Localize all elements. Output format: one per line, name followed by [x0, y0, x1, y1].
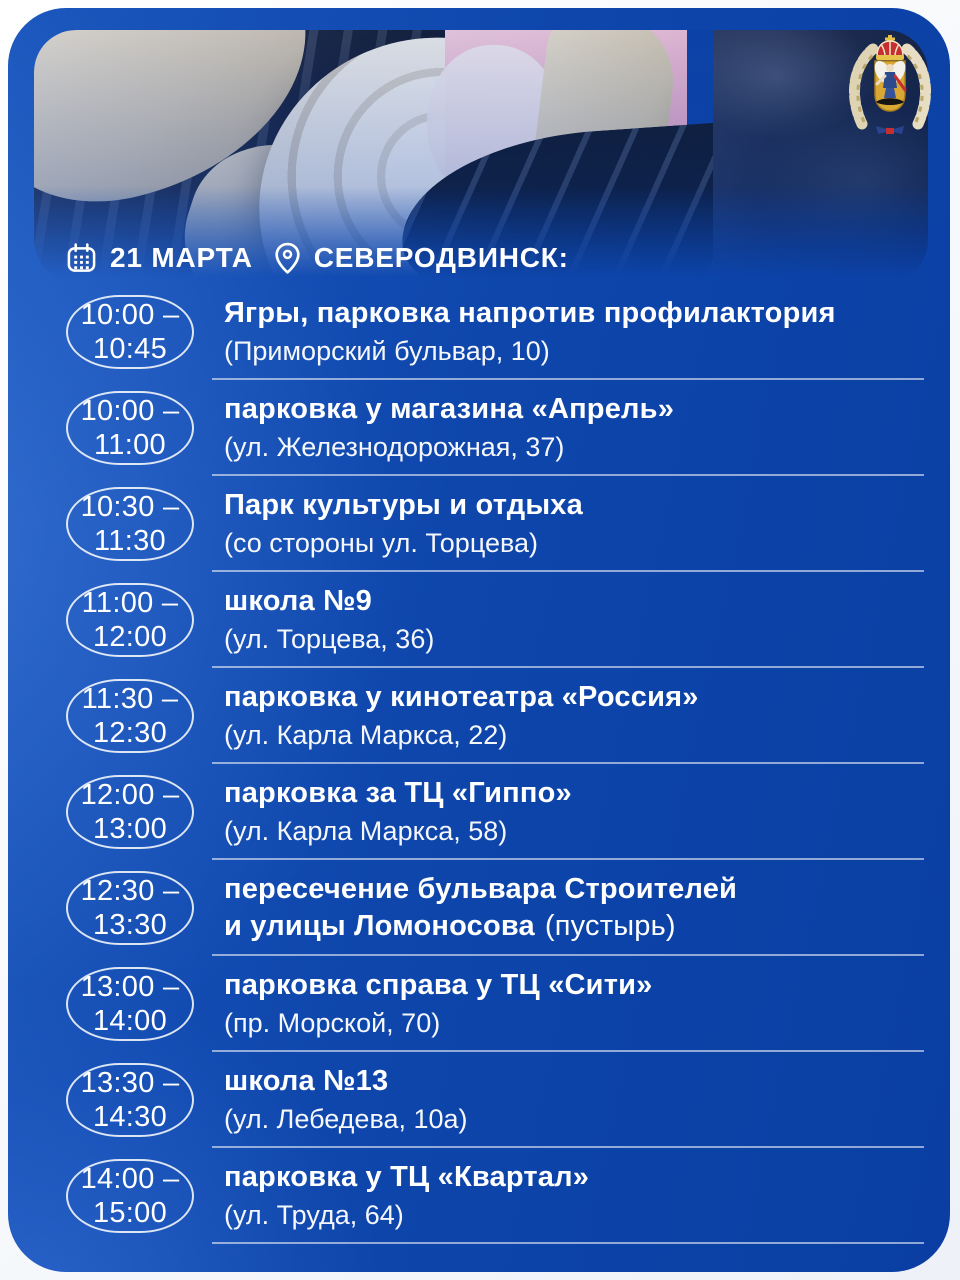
row-divider: [212, 1242, 924, 1244]
row-content: пересечение бульвара Строителей и улицы …: [210, 871, 924, 945]
time-pill: 14:00 – 15:00: [66, 1159, 194, 1233]
location-title: парковка у ТЦ «Квартал»: [224, 1161, 590, 1193]
row-divider: [212, 954, 924, 956]
row-content: Парк культуры и отдыха (со стороны ул. Т…: [210, 487, 924, 561]
row-content: парковка у кинотеатра «Россия» (ул. Карл…: [210, 679, 924, 753]
location-address: (со стороны ул. Торцева): [224, 528, 539, 558]
time-pill: 10:00 – 10:45: [66, 295, 194, 369]
time-pill: 11:30 – 12:30: [66, 679, 194, 753]
time-end: 13:30: [92, 909, 168, 941]
row-content: парковка у магазина «Апрель» (ул. Железн…: [210, 391, 924, 465]
time-start: 10:00 –: [80, 395, 180, 427]
location-title: парковка у магазина «Апрель»: [224, 393, 675, 425]
schedule-row: 10:30 – 11:30 Парк культуры и отдыха (со…: [66, 476, 924, 572]
time-pill: 12:00 – 13:00: [66, 775, 194, 849]
location-address: (ул. Железнодорожная, 37): [224, 432, 565, 462]
blue-card: 21 МАРТА СЕВЕРОДВИНСК: 10:00 – 10:45 Ягр…: [8, 8, 950, 1272]
row-divider: [212, 762, 924, 764]
location-title-line2: и улицы Ломоносова: [224, 910, 535, 942]
location-title: школа №9: [224, 585, 372, 617]
calendar-icon: [66, 242, 97, 274]
time-pill: 13:30 – 14:30: [66, 1063, 194, 1137]
location-title: Ягры, парковка напротив профилактория: [224, 297, 836, 329]
time-pill: 10:00 – 11:00: [66, 391, 194, 465]
time-end: 14:30: [92, 1101, 168, 1133]
time-end: 11:30: [94, 525, 166, 557]
time-end: 11:00: [94, 429, 166, 461]
time-start: 13:00 –: [80, 971, 180, 1003]
location-title: парковка справа у ТЦ «Сити»: [224, 969, 653, 1001]
row-divider: [212, 1050, 924, 1052]
city-label: СЕВЕРОДВИНСК:: [313, 242, 569, 273]
row-divider: [212, 378, 924, 380]
time-start: 11:30 –: [81, 683, 179, 715]
location-address: (ул. Карла Маркса, 22): [224, 720, 508, 750]
time-start: 13:30 –: [80, 1067, 180, 1099]
row-divider: [212, 666, 924, 668]
time-start: 10:00 –: [80, 299, 180, 331]
date-label: 21 МАРТА: [110, 242, 253, 273]
time-start: 14:00 –: [80, 1163, 180, 1195]
time-start: 12:30 –: [80, 875, 180, 907]
schedule-row: 12:30 – 13:30 пересечение бульвара Строи…: [66, 860, 924, 956]
row-divider: [212, 858, 924, 860]
schedule-row: 11:00 – 12:00 школа №9 (ул. Торцева, 36): [66, 572, 924, 668]
location-pin-icon: [274, 242, 301, 275]
time-pill: 10:30 – 11:30: [66, 487, 194, 561]
location-address: (ул. Карла Маркса, 58): [224, 816, 508, 846]
time-pill: 11:00 – 12:00: [66, 583, 194, 657]
time-end: 14:00: [92, 1005, 168, 1037]
time-end: 12:00: [92, 621, 168, 653]
row-content: парковка за ТЦ «Гиппо» (ул. Карла Маркса…: [210, 775, 924, 849]
row-content: школа №13 (ул. Лебедева, 10а): [210, 1063, 924, 1137]
schedule-row: 10:00 – 11:00 парковка у магазина «Апрел…: [66, 380, 924, 476]
time-pill: 12:30 – 13:30: [66, 871, 194, 945]
row-divider: [212, 570, 924, 572]
location-address: (ул. Лебедева, 10а): [224, 1104, 468, 1134]
row-content: парковка у ТЦ «Квартал» (ул. Труда, 64): [210, 1159, 924, 1233]
time-end: 13:00: [92, 813, 168, 845]
schedule-list: 10:00 – 10:45 Ягры, парковка напротив пр…: [66, 284, 924, 1244]
location-title: парковка у кинотеатра «Россия»: [224, 681, 699, 713]
schedule-row: 10:00 – 10:45 Ягры, парковка напротив пр…: [66, 284, 924, 380]
location-title: Парк культуры и отдыха: [224, 489, 583, 521]
time-end: 15:00: [92, 1197, 168, 1229]
arkhangelsk-region-emblem-icon: [846, 34, 934, 138]
row-divider: [212, 1146, 924, 1148]
location-address: (ул. Торцева, 36): [224, 624, 435, 654]
location-address: (ул. Труда, 64): [224, 1200, 404, 1230]
schedule-row: 13:00 – 14:00 парковка справа у ТЦ «Сити…: [66, 956, 924, 1052]
row-content: школа №9 (ул. Торцева, 36): [210, 583, 924, 657]
time-end: 10:45: [92, 333, 168, 365]
row-content: парковка справа у ТЦ «Сити» (пр. Морской…: [210, 967, 924, 1041]
time-start: 12:00 –: [80, 779, 180, 811]
time-end: 12:30: [92, 717, 168, 749]
time-start: 11:00 –: [81, 587, 179, 619]
schedule-row: 14:00 – 15:00 парковка у ТЦ «Квартал» (у…: [66, 1148, 924, 1244]
location-title: пересечение бульвара Строителей: [224, 873, 738, 905]
schedule-row: 12:00 – 13:00 парковка за ТЦ «Гиппо» (ул…: [66, 764, 924, 860]
location-title: парковка за ТЦ «Гиппо»: [224, 777, 572, 809]
location-title: школа №13: [224, 1065, 389, 1097]
schedule-header: 21 МАРТА СЕВЕРОДВИНСК:: [66, 238, 569, 278]
schedule-row: 13:30 – 14:30 школа №13 (ул. Лебедева, 1…: [66, 1052, 924, 1148]
row-content: Ягры, парковка напротив профилактория (П…: [210, 295, 924, 369]
time-pill: 13:00 – 14:00: [66, 967, 194, 1041]
location-address: (пр. Морской, 70): [224, 1008, 441, 1038]
schedule-row: 11:30 – 12:30 парковка у кинотеатра «Рос…: [66, 668, 924, 764]
row-divider: [212, 474, 924, 476]
location-address: (Приморский бульвар, 10): [224, 336, 550, 366]
time-start: 10:30 –: [80, 491, 180, 523]
photo-blue-tint-overlay: [34, 30, 928, 282]
location-note: (пустырь): [544, 910, 676, 942]
